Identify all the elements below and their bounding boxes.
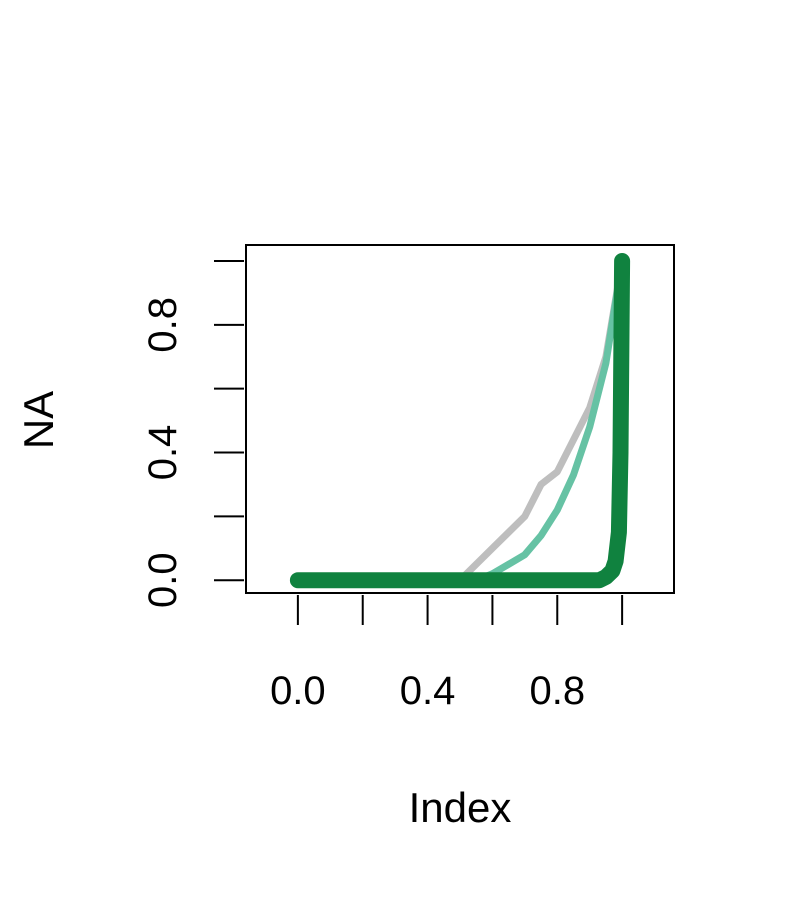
y-axis-title: NA [15, 391, 62, 449]
plot-frame [245, 244, 675, 594]
y-axis: 0.0 0.4 0.8 [141, 259, 244, 608]
x-tick-label: 0.0 [270, 669, 326, 713]
series-line-2 [294, 257, 626, 584]
y-tick-label: 0.8 [141, 297, 185, 353]
x-tick-label: 0.4 [400, 669, 456, 713]
y-tick-label: 0.0 [141, 552, 185, 608]
series-line-1 [294, 257, 626, 584]
series-line-3 [289, 253, 631, 589]
y-tick-label: 0.4 [141, 425, 185, 481]
x-axis: 0.0 0.4 0.8 [270, 595, 624, 713]
series-layer [289, 253, 631, 589]
x-tick-label: 0.8 [529, 669, 585, 713]
x-axis-title: Index [409, 784, 512, 831]
